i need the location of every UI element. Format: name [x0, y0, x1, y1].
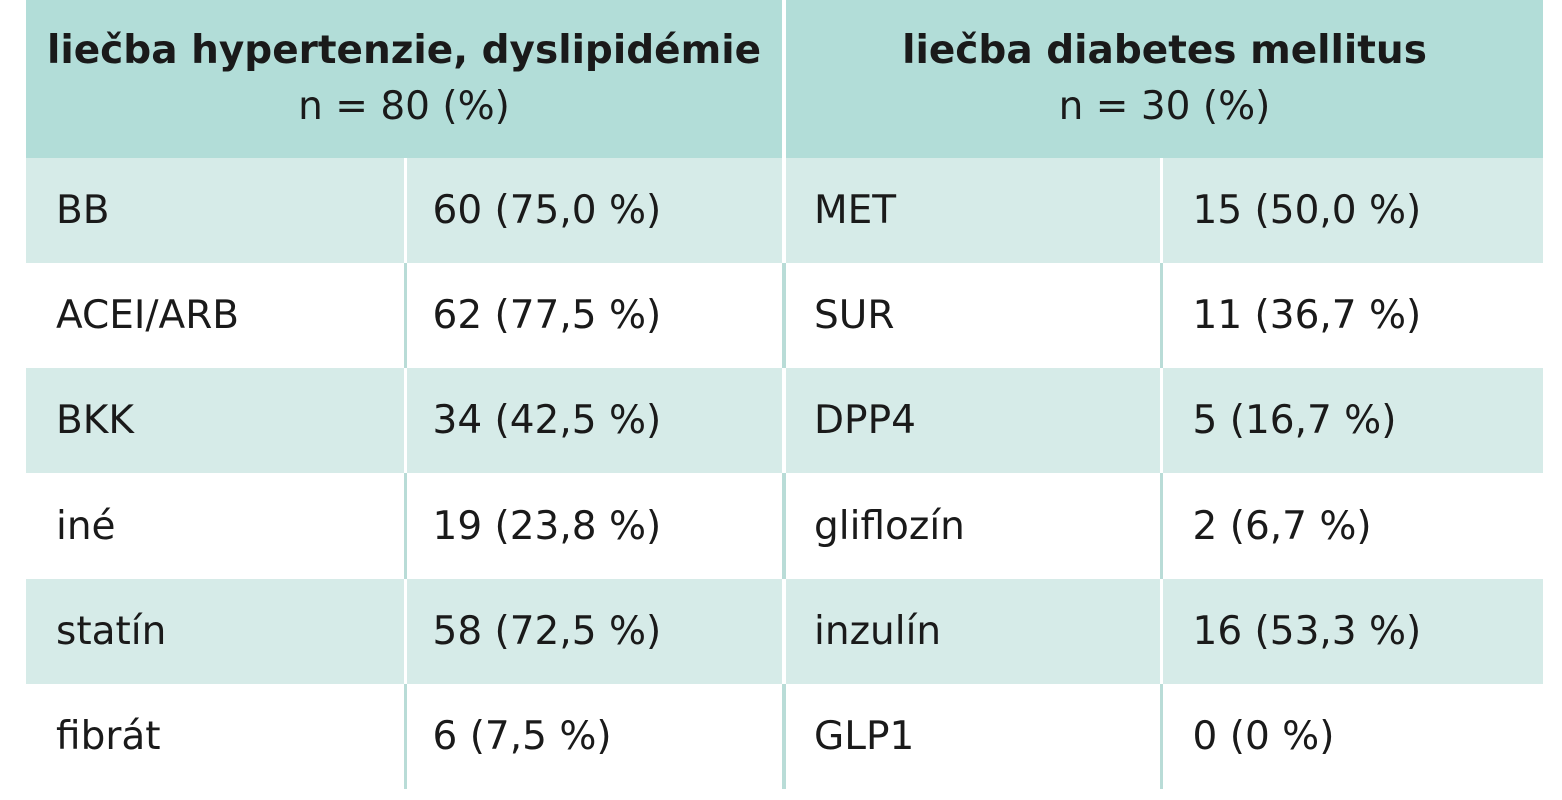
right-drug-value: 15 (50,0 %): [1161, 158, 1544, 264]
right-drug-value: 2 (6,7 %): [1161, 473, 1544, 579]
medication-table-container: liečba hypertenzie, dyslipidémie n = 80 …: [26, 0, 1544, 789]
left-drug-value: 58 (72,5 %): [405, 578, 787, 684]
table-row: BB 60 (75,0 %) MET 15 (50,0 %): [26, 158, 1544, 264]
table-row: BKK 34 (42,5 %) DPP4 5 (16,7 %): [26, 368, 1544, 474]
left-drug-value: 34 (42,5 %): [405, 368, 787, 474]
left-drug-label: ACEI/ARB: [26, 263, 407, 369]
header-left-n: n = 80 (%): [298, 84, 510, 129]
medication-table: liečba hypertenzie, dyslipidémie n = 80 …: [26, 0, 1544, 789]
left-drug-label: statín: [26, 578, 407, 684]
header-left-title: liečba hypertenzie, dyslipidémie: [46, 28, 762, 73]
right-drug-value: 0 (0 %): [1161, 683, 1544, 789]
right-drug-value: 5 (16,7 %): [1161, 368, 1544, 474]
header-right-n: n = 30 (%): [1058, 84, 1271, 129]
left-drug-value: 19 (23,8 %): [405, 473, 787, 579]
right-drug-label: inzulín: [784, 578, 1163, 684]
left-drug-label: BKK: [26, 368, 407, 474]
table-row: ACEI/ARB 62 (77,5 %) SUR 11 (36,7 %): [26, 263, 1544, 369]
header-hypertension-dyslipidemia: liečba hypertenzie, dyslipidémie n = 80 …: [26, 0, 787, 158]
header-right-title: liečba diabetes mellitus: [902, 28, 1427, 73]
right-drug-value: 11 (36,7 %): [1161, 263, 1544, 369]
left-drug-label: iné: [26, 473, 407, 579]
right-drug-label: GLP1: [784, 683, 1163, 789]
right-drug-label: MET: [784, 158, 1163, 264]
table-header-row: liečba hypertenzie, dyslipidémie n = 80 …: [26, 0, 1544, 158]
right-drug-value: 16 (53,3 %): [1161, 578, 1544, 684]
left-drug-label: fibrát: [26, 683, 407, 789]
table-row: statín 58 (72,5 %) inzulín 16 (53,3 %): [26, 578, 1544, 684]
table-row: iné 19 (23,8 %) gliflozín 2 (6,7 %): [26, 473, 1544, 579]
right-drug-label: DPP4: [784, 368, 1163, 474]
left-drug-value: 6 (7,5 %): [405, 683, 787, 789]
right-drug-label: gliflozín: [784, 473, 1163, 579]
header-diabetes: liečba diabetes mellitus n = 30 (%): [784, 0, 1544, 158]
right-drug-label: SUR: [784, 263, 1163, 369]
left-drug-label: BB: [26, 158, 407, 264]
table-row: fibrát 6 (7,5 %) GLP1 0 (0 %): [26, 683, 1544, 789]
left-drug-value: 60 (75,0 %): [405, 158, 787, 264]
left-drug-value: 62 (77,5 %): [405, 263, 787, 369]
